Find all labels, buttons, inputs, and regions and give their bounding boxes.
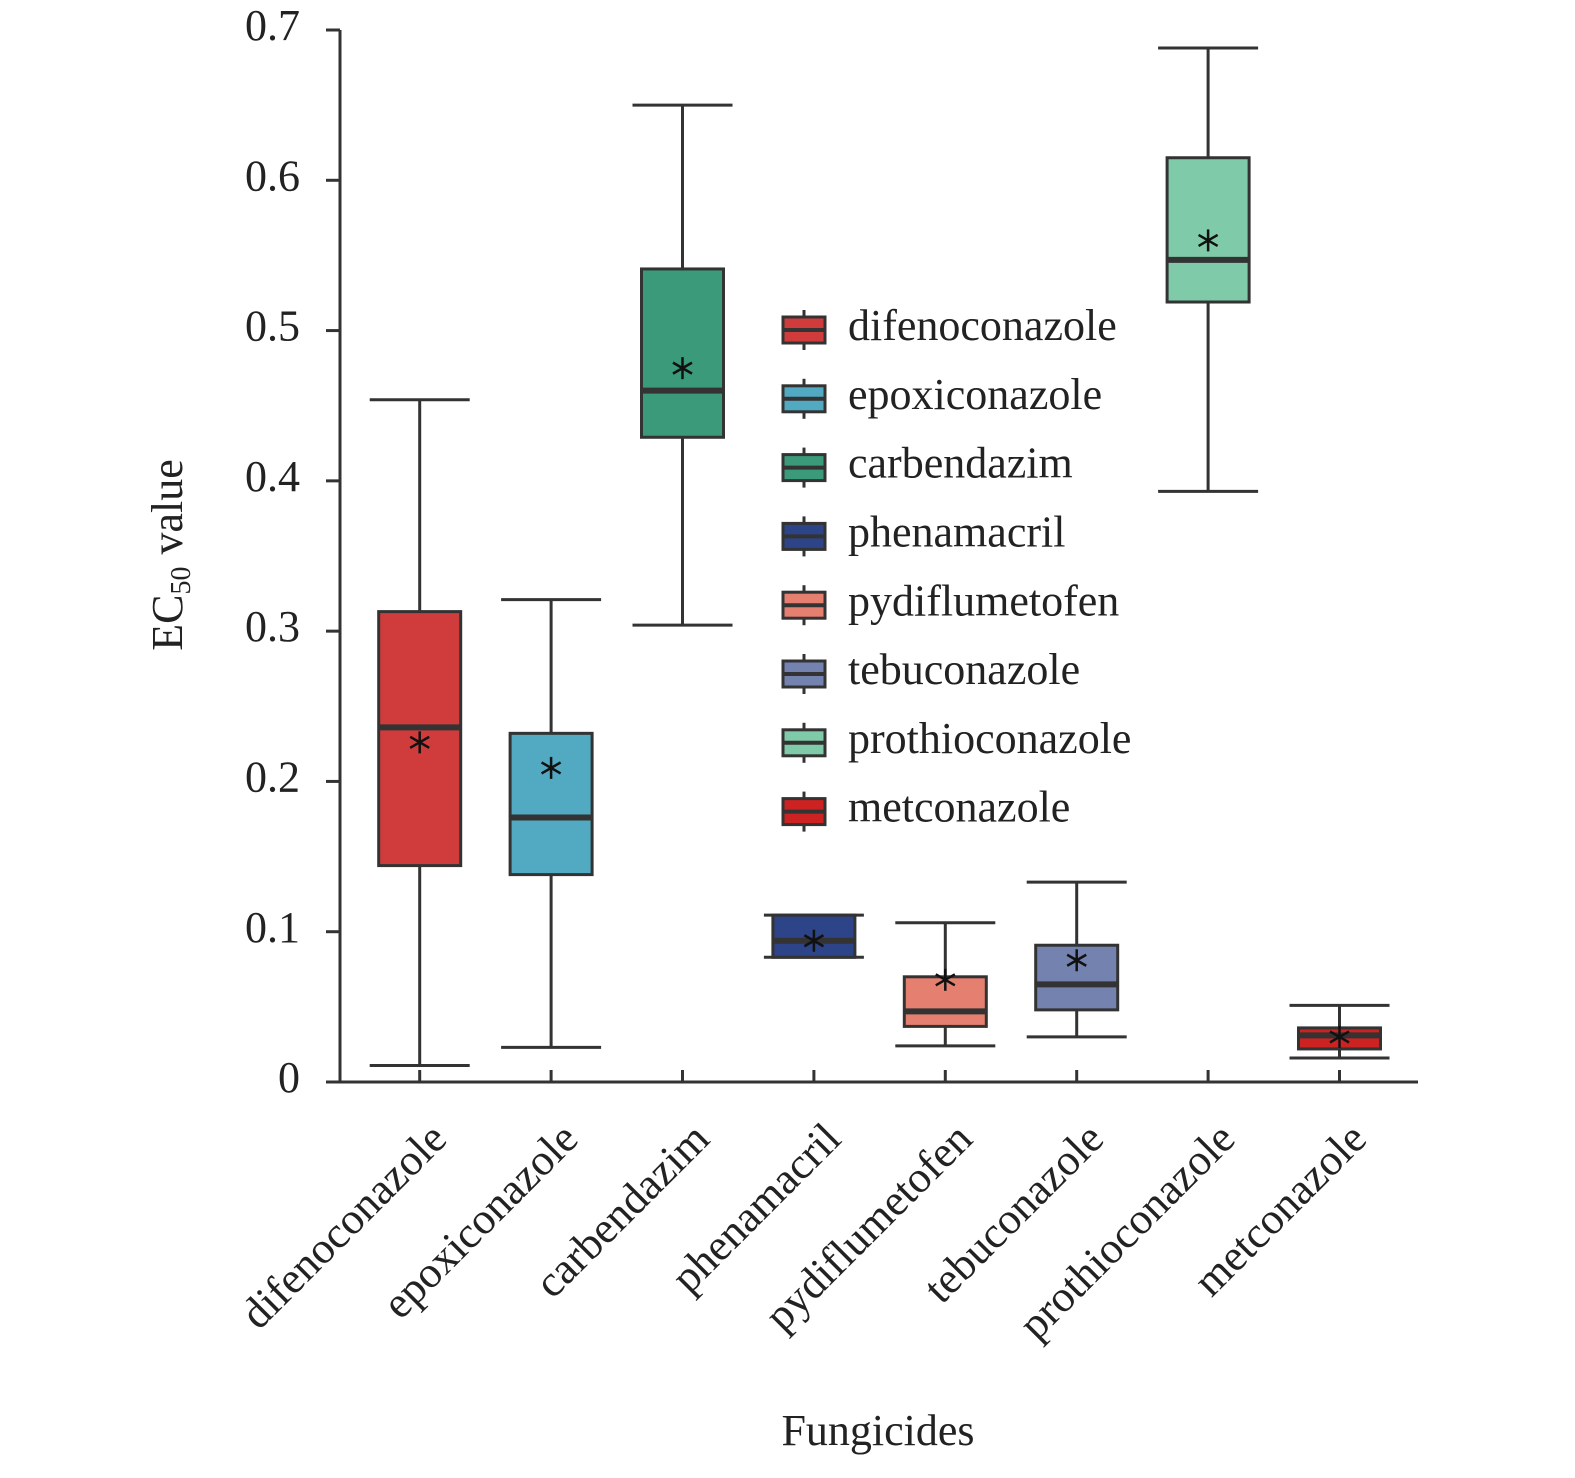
- legend-label: metconazole: [848, 783, 1070, 832]
- x-axis-title: Fungicides: [781, 1406, 974, 1455]
- y-tick-label: 0.5: [245, 302, 300, 351]
- mean-marker: [935, 968, 956, 991]
- mean-stroke: [409, 735, 430, 749]
- legend-label: tebuconazole: [848, 645, 1080, 694]
- y-title-main: EC: [143, 595, 192, 651]
- y-tick-label: 0: [278, 1053, 300, 1102]
- y-tick-label: 0.3: [245, 602, 300, 651]
- y-tick-label: 0.4: [245, 452, 300, 501]
- mean-stroke: [1066, 953, 1087, 967]
- mean-stroke: [1329, 1030, 1350, 1044]
- box: [508, 731, 594, 877]
- mean-stroke: [1197, 233, 1219, 247]
- y-axis-title: EC50 value: [143, 459, 197, 651]
- y-title-rest: value: [143, 459, 192, 554]
- legend-label: prothioconazole: [848, 714, 1131, 763]
- legend-label: pydiflumetofen: [848, 576, 1119, 625]
- y-tick-label: 0.2: [245, 753, 300, 802]
- legend-label: epoxiconazole: [848, 370, 1102, 419]
- mean-marker: [540, 756, 562, 779]
- y-tick-label: 0.1: [245, 903, 300, 952]
- y-tick-label: 0.6: [245, 151, 300, 200]
- mean-marker: [1197, 229, 1219, 252]
- legend-label: phenamacril: [848, 507, 1065, 556]
- box: [640, 267, 725, 439]
- legend-label: difenoconazole: [848, 301, 1117, 350]
- y-tick-label: 0.7: [245, 1, 300, 50]
- mean-stroke: [935, 973, 956, 987]
- mean-stroke: [803, 934, 825, 948]
- mean-marker: [1329, 1025, 1350, 1048]
- mean-marker: [409, 731, 430, 754]
- mean-marker: [1066, 949, 1087, 972]
- mean-stroke: [540, 761, 562, 775]
- mean-marker: [803, 929, 825, 952]
- mean-marker: [672, 357, 693, 380]
- box: [1165, 156, 1251, 304]
- mean-stroke: [672, 361, 693, 375]
- y-title-sub: 50: [166, 567, 197, 595]
- legend-label: carbendazim: [848, 439, 1073, 488]
